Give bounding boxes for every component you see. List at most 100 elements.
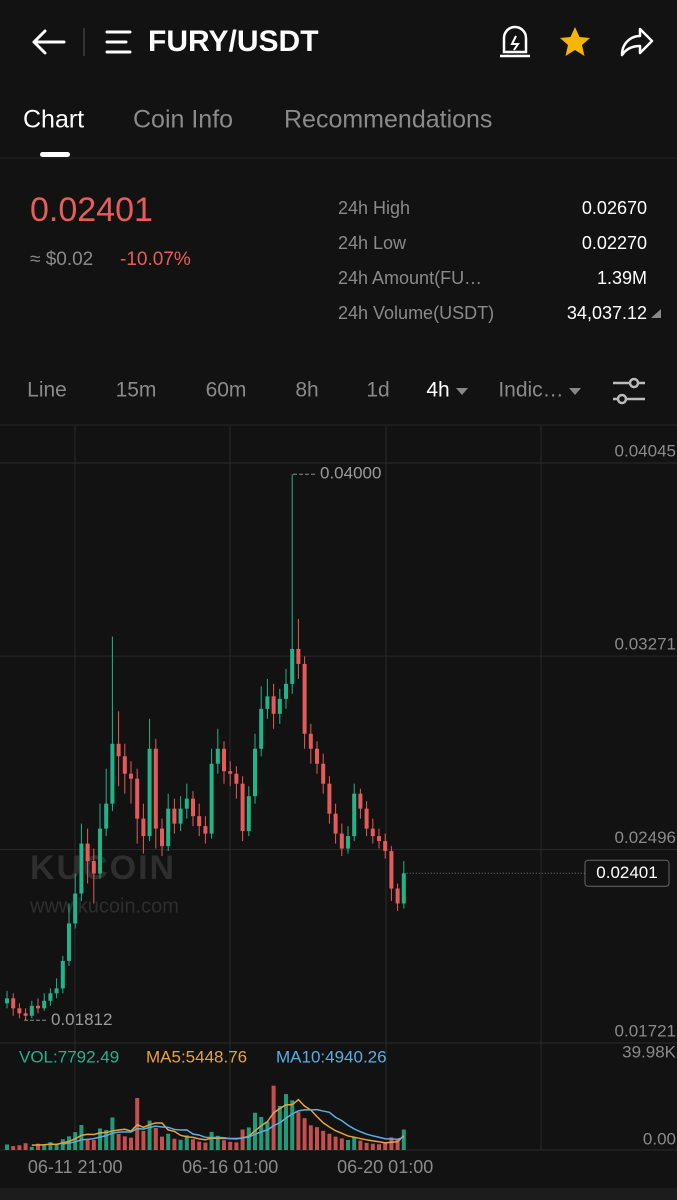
volume-bar [339,1138,344,1150]
volume-bar [346,1140,350,1150]
y-tick-label: 0.02496 [615,828,676,847]
candle-body [104,803,109,829]
volume-bar [98,1128,102,1150]
candle-body [191,798,195,817]
volume-bar [23,1143,28,1150]
interval-option[interactable]: 60m [206,379,247,402]
volume-bar [240,1129,245,1150]
volume-bar [79,1125,84,1150]
volume-bar [166,1133,171,1150]
candle-body [284,683,288,699]
candle-body [42,1000,47,1009]
candle-body [327,783,332,814]
interval-option[interactable]: 4h [426,379,449,402]
volume-bar [203,1142,208,1150]
x-tick-label: 06-16 01:00 [182,1157,278,1177]
interval-option[interactable]: Line [27,379,67,402]
candle-body [222,748,226,772]
volume-bar [321,1130,326,1150]
candle-body [377,836,381,842]
candle-body [116,743,121,757]
candle-body [110,743,115,804]
settings-button[interactable] [613,377,645,405]
candle-body [389,851,394,889]
candle-body [147,748,152,837]
menu-button[interactable] [105,30,132,54]
last-price-label: 0.02401 [596,863,657,882]
volume-bar [160,1136,164,1150]
candle-body [11,998,16,1009]
share-button[interactable] [620,27,654,57]
tab[interactable]: Chart [23,106,84,134]
alert-button[interactable] [500,25,530,58]
candle-body [259,708,264,749]
volume-bar [358,1140,363,1150]
interval-option[interactable]: Indic… [498,379,563,402]
candle-body [240,783,245,832]
candle-body [315,748,319,764]
candle-body [277,698,282,714]
candle-body [129,773,133,779]
tab[interactable]: Recommendations [284,106,492,134]
volume-bar [141,1130,146,1150]
candle-body [178,808,183,824]
volume-bar [209,1131,214,1150]
stat-label: 24h High [338,198,410,218]
interval-option[interactable]: 8h [295,379,318,402]
volume-bar [302,1118,307,1150]
moving-average-line [31,1098,405,1146]
candle-body [91,861,96,874]
volume-legend: MA5:5448.76 [146,1047,247,1066]
stat-label: 24h Low [338,233,407,253]
volume-bar [104,1130,109,1150]
candle-body [36,1005,40,1009]
watermark: KUCOIN [30,849,176,887]
volume-bar [5,1144,9,1150]
stat-label: 24h Volume(USDT) [338,303,494,323]
volume-bar [17,1145,22,1150]
volume-bar [271,1085,276,1150]
volume-bar [48,1142,53,1150]
x-tick-label: 06-11 21:00 [28,1157,123,1177]
candle-body [265,696,270,709]
volume-bar [234,1142,239,1150]
volume-bar [54,1144,59,1150]
moving-average-line [62,1108,405,1145]
last-price: 0.02401 [30,191,153,229]
candle-body [122,756,127,774]
candle-body [215,748,220,764]
y-tick-label: 0.01721 [615,1021,676,1040]
volume-bar [197,1141,202,1150]
candle-body [346,836,350,849]
tab[interactable]: Coin Info [133,106,233,134]
candle-body [5,998,9,1004]
interval-option[interactable]: 1d [366,379,389,402]
volume-bar [153,1127,158,1150]
candle-body [135,778,140,819]
interval-option[interactable]: 15m [116,379,157,402]
volume-bar [401,1129,406,1150]
bottom-bar [0,1188,677,1200]
volume-bar [222,1140,226,1150]
candle-body [321,763,326,784]
extreme-label: 0.01812 [51,1010,112,1029]
back-button[interactable] [32,29,66,55]
volume-bar [178,1139,183,1150]
volume-bar [228,1141,233,1150]
volume-bar [377,1144,381,1150]
volume-bar [147,1120,152,1150]
volume-bar [315,1127,319,1150]
candle-body [358,793,363,809]
stat-value: 1.39M [597,268,647,288]
favorite-button[interactable] [560,27,590,56]
stat-value: 0.02670 [582,198,647,218]
sort-indicator [651,309,661,318]
candle-body [54,988,59,994]
volume-bar [395,1139,400,1150]
volume-bar [284,1094,288,1150]
volume-tick-label: 0.00 [643,1129,676,1148]
volume-bar [215,1135,220,1150]
price-change: -10.07% [120,249,191,270]
